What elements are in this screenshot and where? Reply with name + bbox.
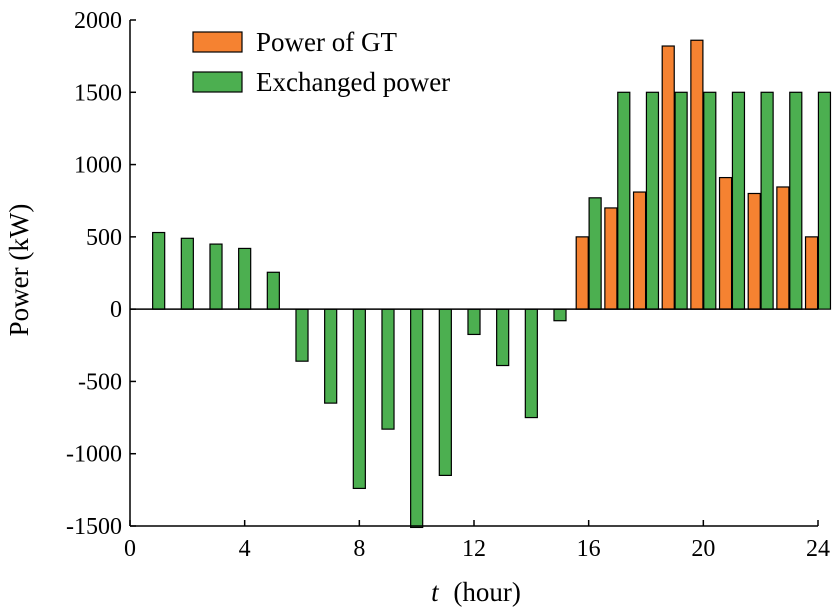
- y-ticks: -1500 -1000 -500 0 500 1000 1500 2000: [66, 8, 136, 540]
- y-tick-label: 2000: [74, 8, 122, 34]
- legend-label: Power of GT: [256, 27, 397, 57]
- x-axis-label: t (hour): [431, 577, 521, 607]
- y-tick-label: -1000: [66, 442, 122, 468]
- bar-exchanged-power: [295, 308, 309, 362]
- x-ticks: 0 4 8 12 16 20 24: [124, 520, 830, 562]
- bars-layer: [152, 39, 832, 529]
- bar-power-of-gt: [690, 39, 704, 310]
- x-tick-label: 0: [124, 536, 136, 562]
- bar-power-of-gt: [604, 207, 618, 310]
- x-axis-label-unit: (hour): [453, 577, 520, 607]
- bar-power-of-gt: [575, 236, 589, 310]
- x-tick-label: 12: [462, 536, 486, 562]
- y-tick-label: 500: [86, 225, 122, 251]
- y-tick-label: -1500: [66, 514, 122, 540]
- bar-exchanged-power: [352, 308, 366, 490]
- bar-exchanged-power: [789, 91, 803, 310]
- bar-exchanged-power: [617, 91, 631, 310]
- bar-exchanged-power: [410, 308, 424, 529]
- bar-exchanged-power: [381, 308, 395, 430]
- y-tick-label: -500: [78, 369, 122, 395]
- bar-exchanged-power: [496, 308, 510, 367]
- bar-exchanged-power: [266, 271, 280, 310]
- x-tick-label: 20: [691, 536, 715, 562]
- bar-exchanged-power: [209, 243, 223, 310]
- x-axis-label-var: t: [431, 577, 440, 607]
- bar-power-of-gt: [718, 176, 733, 310]
- bar-power-of-gt: [747, 192, 761, 310]
- bar-exchanged-power: [524, 308, 538, 419]
- bar-power-of-gt: [804, 236, 819, 310]
- bar-exchanged-power: [674, 91, 688, 310]
- legend-swatch: [192, 31, 243, 53]
- bar-power-of-gt: [776, 186, 790, 310]
- bar-exchanged-power: [553, 308, 567, 322]
- x-tick-label: 8: [353, 536, 365, 562]
- bar-exchanged-power: [438, 308, 452, 476]
- x-tick-label: 4: [239, 536, 251, 562]
- y-axis-label: Power (kW): [4, 204, 34, 337]
- x-tick-label: 16: [577, 536, 601, 562]
- legend-label: Exchanged power: [256, 67, 450, 97]
- y-tick-label: 1000: [74, 153, 122, 179]
- bar-exchanged-power: [645, 91, 660, 310]
- y-tick-label: 1500: [74, 80, 122, 106]
- x-tick-label: 24: [806, 536, 830, 562]
- legend: Power of GT Exchanged power: [192, 27, 450, 97]
- bar-exchanged-power: [760, 91, 774, 310]
- bar-exchanged-power: [324, 308, 338, 404]
- bar-exchanged-power: [703, 91, 717, 310]
- bar-exchanged-power: [467, 308, 481, 336]
- bar-exchanged-power: [180, 237, 194, 310]
- y-tick-label: 0: [110, 297, 122, 323]
- bar-exchanged-power: [152, 231, 166, 310]
- bar-exchanged-power: [588, 197, 602, 310]
- legend-swatch: [192, 71, 243, 93]
- bar-exchanged-power: [817, 91, 832, 310]
- bar-power-of-gt: [661, 45, 675, 310]
- bar-exchanged-power: [238, 247, 252, 310]
- bar-power-of-gt: [632, 191, 647, 310]
- bar-exchanged-power: [731, 91, 746, 310]
